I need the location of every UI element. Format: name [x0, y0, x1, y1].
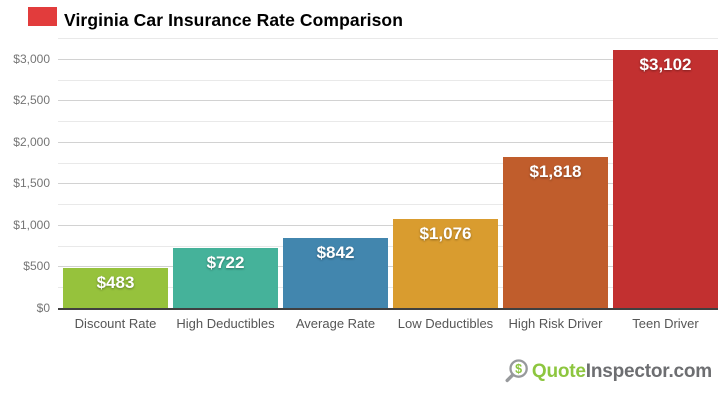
minor-gridline: [58, 80, 718, 81]
minor-gridline: [58, 121, 718, 122]
x-axis-category-label: Discount Rate: [74, 316, 157, 331]
y-axis-tick-label: $1,500: [13, 176, 50, 190]
logo-text-quote: Quote: [531, 360, 586, 382]
bar-value-label: $3,102: [639, 55, 692, 74]
y-axis-tick-label: $3,000: [13, 52, 50, 66]
minor-gridline: [58, 246, 718, 247]
x-axis-category-label: High Risk Driver: [508, 316, 603, 331]
bar-discount-rate: $483: [63, 268, 168, 308]
y-axis-tick-label: $0: [36, 301, 50, 315]
bar-teen-driver: $3,102: [613, 50, 718, 308]
minor-gridline: [58, 163, 718, 164]
svg-text:$: $: [515, 362, 522, 376]
bar-value-label: $483: [96, 273, 135, 292]
quoteinspector-logo[interactable]: $ QuoteInspector.com: [503, 358, 712, 385]
major-gridline: [58, 59, 718, 60]
magnifier-dollar-icon: $: [505, 359, 528, 383]
bar-average-rate: $842: [283, 238, 388, 308]
chart-title: Virginia Car Insurance Rate Comparison: [64, 10, 403, 30]
y-axis-tick-label: $2,500: [13, 93, 50, 107]
minor-gridline: [58, 287, 718, 288]
x-axis-line: [58, 308, 718, 310]
brand-flag-icon: [28, 7, 57, 26]
logo-text-inspector: Inspector.com: [585, 360, 712, 382]
minor-gridline: [58, 204, 718, 205]
y-axis-tick-label: $500: [23, 259, 50, 273]
bar-value-label: $842: [316, 243, 355, 262]
bar-low-deductibles: $1,076: [393, 219, 498, 308]
major-gridline: [58, 142, 718, 143]
bar-value-label: $722: [206, 253, 245, 272]
y-axis-tick-label: $2,000: [13, 135, 50, 149]
bar-high-deductibles: $722: [173, 248, 278, 308]
major-gridline: [58, 266, 718, 267]
x-axis-category-label: Average Rate: [295, 316, 376, 331]
major-gridline: [58, 100, 718, 101]
bar-high-risk-driver: $1,818: [503, 157, 608, 308]
x-axis-category-label: High Deductibles: [176, 316, 275, 331]
bar-value-label: $1,818: [529, 162, 582, 181]
minor-gridline: [58, 38, 718, 39]
logo-text: QuoteInspector.com: [532, 361, 712, 383]
major-gridline: [58, 183, 718, 184]
y-axis-tick-label: $1,000: [13, 218, 50, 232]
x-axis-category-label: Low Deductibles: [397, 316, 494, 331]
major-gridline: [58, 225, 718, 226]
bar-value-label: $1,076: [419, 224, 472, 243]
x-axis-category-label: Teen Driver: [632, 316, 699, 331]
